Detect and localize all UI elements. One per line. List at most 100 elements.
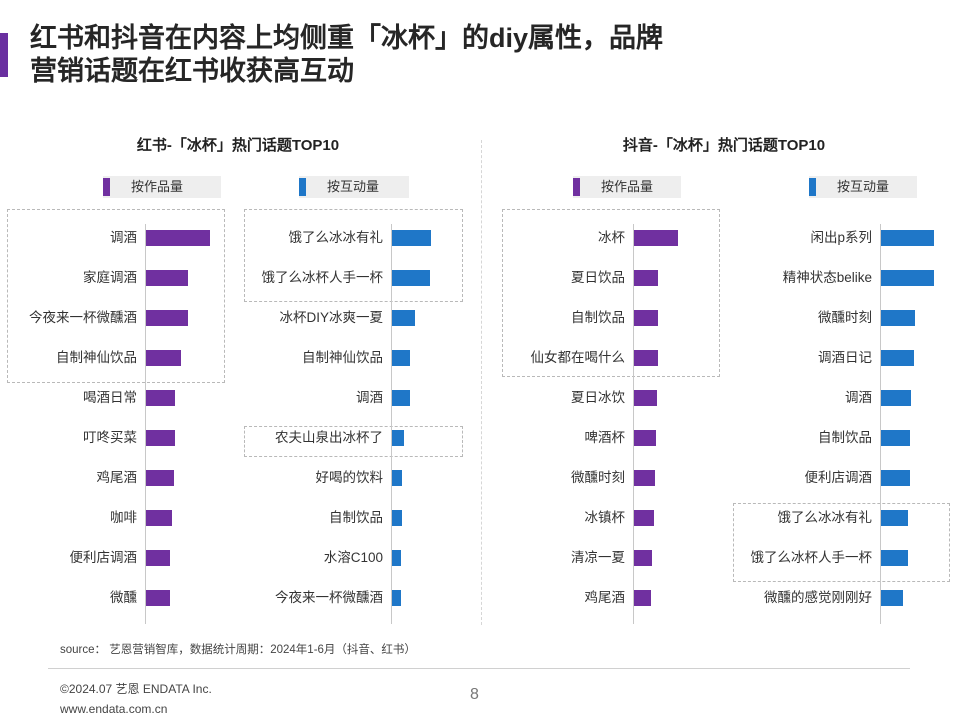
- bar: [881, 510, 908, 526]
- bar: [392, 470, 402, 486]
- bar: [146, 470, 174, 486]
- bar-row: 啤酒杯: [585, 424, 693, 464]
- bar: [634, 350, 658, 366]
- bar: [146, 230, 210, 246]
- title-accent-bar: [0, 33, 8, 77]
- bar-row: 自制饮品: [329, 504, 451, 544]
- bar: [634, 430, 656, 446]
- bar-label: 自制饮品: [329, 510, 383, 525]
- chart-douyin-interaction: 闲出p系列精神状态belike 微醺时刻调酒日记调酒自制饮品 便利店调酒 饿了么冰冰有…: [751, 224, 950, 624]
- page-title: 红书和抖音在内容上均侧重「冰杯」的diy属性，品牌 营销话题在红书收获高互动: [30, 22, 930, 88]
- bar-label: 调酒: [845, 390, 872, 405]
- bar-row: 家庭调酒: [83, 264, 225, 304]
- bar-row: 农夫山泉出冰杯了: [275, 424, 451, 464]
- bar: [634, 590, 651, 606]
- chart-axis: [880, 224, 881, 624]
- bar-row: 闲出p系列: [810, 224, 950, 264]
- bar-label: 咖啡: [110, 510, 137, 525]
- bar: [392, 510, 402, 526]
- legend-swatch-blue: [809, 178, 816, 196]
- bar-row: 冰杯DIY冰爽一夏: [279, 304, 451, 344]
- bar-label: 喝酒日常: [83, 390, 137, 405]
- bar-row: 调酒: [110, 224, 225, 264]
- bar: [881, 590, 903, 606]
- left-legend-works: 按作品量: [103, 176, 221, 198]
- bar-row: 调酒日记: [818, 344, 950, 384]
- bar: [634, 310, 658, 326]
- bar: [146, 510, 172, 526]
- bar: [146, 350, 181, 366]
- bar: [881, 310, 915, 326]
- legend-swatch-blue: [299, 178, 306, 196]
- bar-label: 鸡尾酒: [96, 470, 138, 485]
- bar-row: 微醺时刻: [571, 464, 693, 504]
- bar: [881, 350, 914, 366]
- title-line-2: 营销话题在红书收获高互动: [30, 56, 354, 86]
- left-legend-interaction: 按互动量: [299, 176, 409, 198]
- bar: [146, 270, 188, 286]
- bar-label: 调酒: [356, 390, 383, 405]
- highlight-box: [733, 503, 950, 582]
- bar-label: 闲出p系列: [810, 230, 872, 245]
- bar-row: 今夜来一杯微醺酒: [275, 584, 451, 624]
- bar-label: 冰镇杯: [584, 510, 626, 525]
- highlight-box: [7, 209, 225, 383]
- bar-row: 自制饮品: [818, 424, 950, 464]
- chart-axis: [391, 224, 392, 624]
- bar-row: 自制神仙饮品: [56, 344, 225, 384]
- bar-label: 自制神仙饮品: [56, 350, 137, 365]
- legend-swatch-purple: [573, 178, 580, 196]
- bar: [634, 550, 652, 566]
- bar-label: 微醺时刻: [571, 470, 625, 485]
- bar-row: 微醺的感觉刚刚好: [764, 584, 950, 624]
- bar: [881, 470, 910, 486]
- chart-xhs-interaction: 饿了么冰冰有礼饿了么冰杯人手一杯冰杯DIY冰爽一夏自制神仙饮品调酒农夫山泉出冰杯…: [262, 224, 451, 624]
- bar: [881, 270, 934, 286]
- title-line-1: 红书和抖音在内容上均侧重「冰杯」的diy属性，品牌: [30, 23, 664, 53]
- left-panel-title: 红书-「冰杯」热门话题TOP10: [136, 137, 340, 154]
- website-link[interactable]: www.endata.com.cn: [60, 702, 168, 716]
- bar-label: 农夫山泉出冰杯了: [275, 430, 383, 445]
- bar-label: 微醺时刻: [818, 310, 872, 325]
- highlight-box: [244, 426, 463, 457]
- bar: [146, 590, 170, 606]
- bar-row: 喝酒日常: [83, 384, 225, 424]
- bar: [634, 270, 658, 286]
- bar-row: 仙女都在喝什么: [531, 344, 693, 384]
- bar: [881, 390, 911, 406]
- bar-label: 自制神仙饮品: [302, 350, 383, 365]
- page-number: 8: [470, 686, 479, 703]
- bar-row: 饿了么冰冰有礼: [778, 504, 950, 544]
- bar-row: 饿了么冰冰有礼: [289, 224, 451, 264]
- bar: [392, 390, 410, 406]
- bar: [392, 230, 431, 246]
- bar-label: 鸡尾酒: [584, 590, 626, 605]
- bar-row: 夏日冰饮: [571, 384, 693, 424]
- copyright: ©2024.07 艺恩 ENDATA Inc.: [60, 682, 212, 696]
- bar: [146, 430, 175, 446]
- bar-label: 饿了么冰杯人手一杯: [750, 550, 873, 565]
- chart-axis: [145, 224, 146, 624]
- bar-row: 冰杯: [598, 224, 693, 264]
- bar-row: 饿了么冰杯人手一杯: [262, 264, 451, 304]
- bar-label: 饿了么冰冰有礼: [288, 230, 384, 245]
- bar-row: 自制神仙饮品: [302, 344, 451, 384]
- bar-row: 便利店调酒: [805, 464, 950, 504]
- footer-divider: [48, 668, 910, 669]
- bar-label: 冰杯DIY冰爽一夏: [279, 310, 383, 325]
- bar-label: 家庭调酒: [83, 270, 137, 285]
- bar-label: 今夜来一杯微醺酒: [275, 590, 383, 605]
- bar-label: 微醺: [110, 590, 137, 605]
- bar-row: 自制饮品: [571, 304, 693, 344]
- highlight-box: [244, 209, 463, 302]
- bar: [392, 270, 430, 286]
- bar-row: 微醺时刻: [818, 304, 950, 344]
- bar-label: 水溶C100: [323, 550, 383, 565]
- bar: [392, 590, 401, 606]
- bar: [881, 230, 934, 246]
- bar-label: 自制饮品: [571, 310, 625, 325]
- legend-label: 按互动量: [327, 179, 380, 194]
- bar-row: 今夜来一杯微醺酒: [29, 304, 225, 344]
- bar-row: 精神状态belike: [783, 264, 950, 304]
- legend-swatch-purple: [103, 178, 110, 196]
